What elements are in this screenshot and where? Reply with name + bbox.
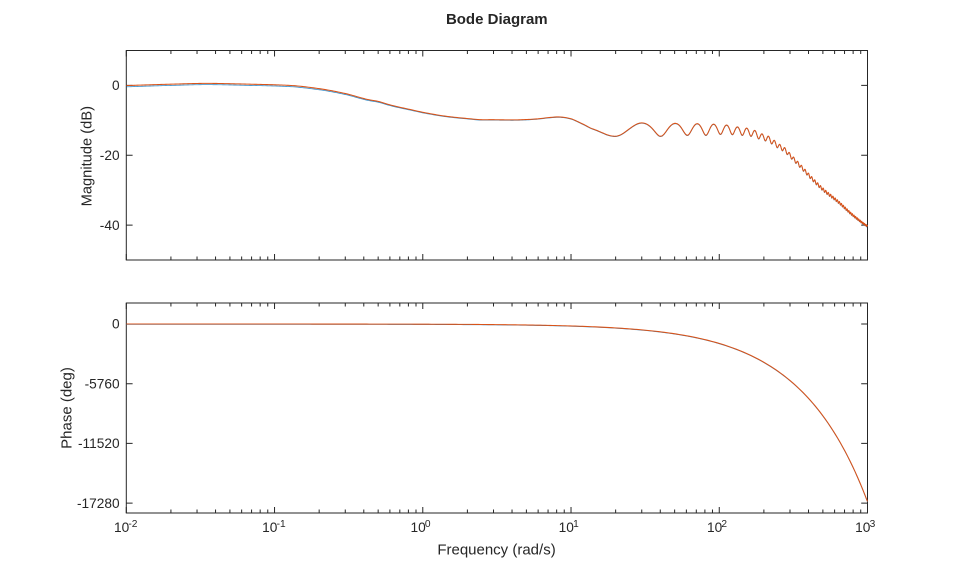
- svg-text:10: 10: [707, 520, 723, 535]
- svg-text:-17280: -17280: [77, 496, 120, 511]
- svg-text:0: 0: [112, 78, 120, 93]
- svg-text:Magnitude (dB): Magnitude (dB): [79, 106, 95, 206]
- svg-text:-5760: -5760: [85, 376, 120, 391]
- svg-text:10: 10: [410, 520, 426, 535]
- svg-text:-2: -2: [128, 519, 137, 530]
- svg-text:Phase (deg): Phase (deg): [59, 367, 76, 449]
- svg-text:Bode Diagram: Bode Diagram: [446, 11, 548, 28]
- svg-text:0: 0: [112, 317, 120, 332]
- svg-text:10: 10: [114, 520, 130, 535]
- svg-text:-1: -1: [277, 519, 286, 530]
- svg-text:-11520: -11520: [78, 436, 120, 451]
- svg-text:1: 1: [573, 519, 579, 530]
- svg-text:3: 3: [870, 519, 876, 530]
- svg-text:2: 2: [721, 519, 727, 530]
- svg-text:10: 10: [559, 520, 575, 535]
- svg-text:-20: -20: [100, 148, 120, 163]
- svg-text:10: 10: [262, 520, 278, 535]
- svg-text:-40: -40: [100, 218, 120, 233]
- svg-text:Frequency (rad/s): Frequency (rad/s): [437, 542, 555, 559]
- svg-text:10: 10: [855, 520, 871, 535]
- svg-text:0: 0: [425, 519, 431, 530]
